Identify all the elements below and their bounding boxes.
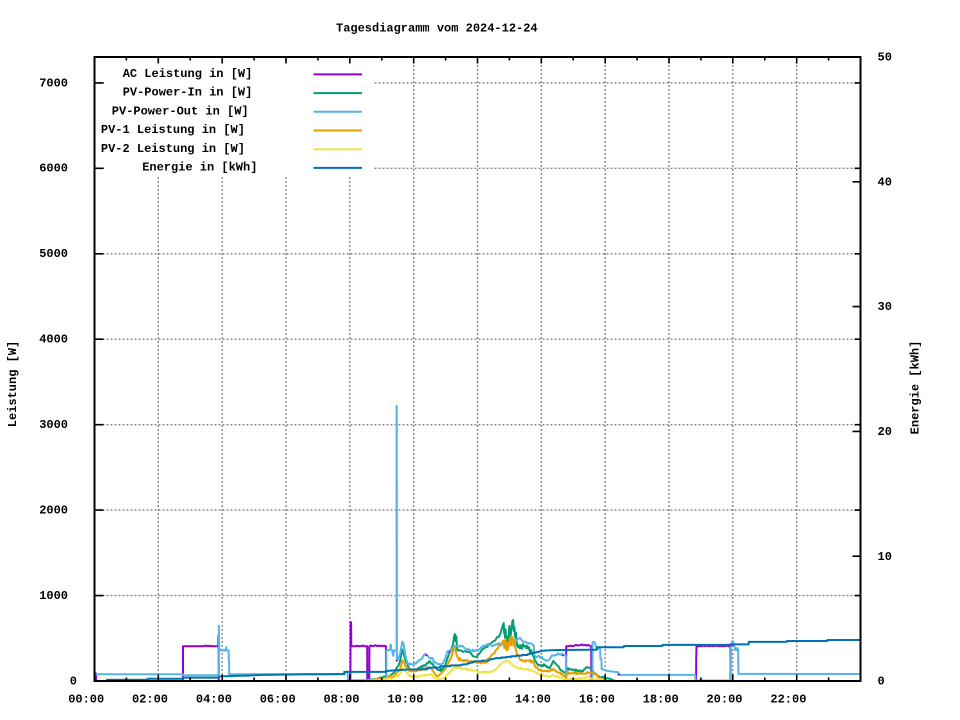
svg-text:10:00: 10:00: [387, 693, 423, 707]
svg-text:16:00: 16:00: [579, 693, 615, 707]
svg-text:22:00: 22:00: [770, 693, 806, 707]
svg-text:20: 20: [878, 425, 892, 439]
svg-text:1000: 1000: [39, 589, 68, 603]
svg-text:5000: 5000: [39, 247, 68, 261]
svg-text:50: 50: [878, 51, 892, 65]
svg-text:PV-1 Leistung in [W]: PV-1 Leistung in [W]: [101, 123, 245, 137]
svg-text:Tagesdiagramm vom 2024-12-24: Tagesdiagramm vom 2024-12-24: [336, 21, 538, 35]
svg-text:PV-Power-In in [W]: PV-Power-In in [W]: [123, 86, 253, 100]
svg-text:06:00: 06:00: [260, 693, 296, 707]
svg-text:4000: 4000: [39, 333, 68, 347]
svg-text:Energie [kWh]: Energie [kWh]: [909, 341, 923, 435]
svg-text:00:00: 00:00: [68, 693, 104, 707]
svg-text:6000: 6000: [39, 162, 68, 176]
svg-text:12:00: 12:00: [451, 693, 487, 707]
svg-text:04:00: 04:00: [196, 693, 232, 707]
svg-text:40: 40: [878, 175, 892, 189]
svg-text:PV-Power-Out in [W]: PV-Power-Out in [W]: [112, 104, 249, 118]
svg-text:0: 0: [70, 674, 77, 688]
svg-text:14:00: 14:00: [515, 693, 551, 707]
svg-text:3000: 3000: [39, 418, 68, 432]
svg-text:18:00: 18:00: [643, 693, 679, 707]
svg-text:Leistung [W]: Leistung [W]: [6, 341, 20, 427]
svg-text:10: 10: [878, 550, 892, 564]
svg-text:AC Leistung in [W]: AC Leistung in [W]: [123, 67, 253, 81]
svg-text:PV-2 Leistung in [W]: PV-2 Leistung in [W]: [101, 142, 245, 156]
svg-text:Energie in [kWh]: Energie in [kWh]: [142, 161, 257, 175]
svg-text:02:00: 02:00: [132, 693, 168, 707]
svg-text:0: 0: [878, 675, 885, 689]
svg-text:7000: 7000: [39, 76, 68, 90]
svg-text:20:00: 20:00: [706, 693, 742, 707]
svg-text:2000: 2000: [39, 504, 68, 518]
svg-text:08:00: 08:00: [323, 693, 359, 707]
svg-text:30: 30: [878, 300, 892, 314]
